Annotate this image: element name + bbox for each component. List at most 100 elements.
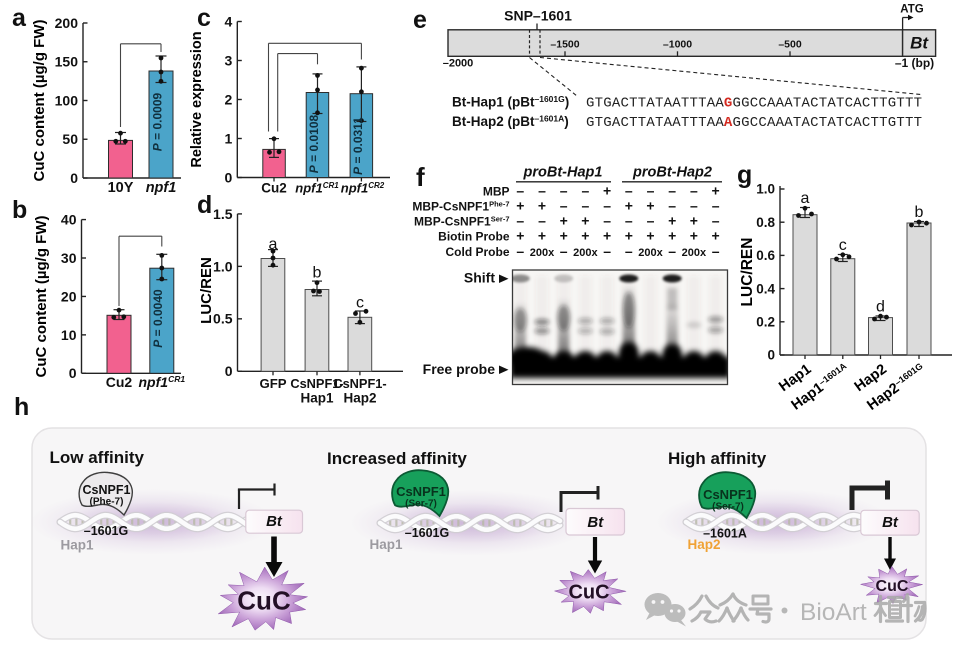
svg-text:–: – bbox=[625, 243, 633, 259]
svg-text:P = 0.0040: P = 0.0040 bbox=[151, 289, 165, 348]
svg-text:CuC content (µg/g FW): CuC content (µg/g FW) bbox=[31, 20, 48, 182]
svg-text:0.5: 0.5 bbox=[213, 311, 233, 327]
svg-text:npf1CR1: npf1CR1 bbox=[139, 374, 186, 390]
svg-text:+: + bbox=[581, 228, 589, 244]
svg-text:+: + bbox=[712, 228, 720, 244]
svg-text:Hap2: Hap2 bbox=[687, 537, 720, 552]
svg-text:150: 150 bbox=[55, 54, 79, 70]
svg-text:–: – bbox=[668, 183, 676, 199]
svg-text:30: 30 bbox=[61, 250, 77, 266]
svg-text:Bt-Hap1 (pBt–1601G): Bt-Hap1 (pBt–1601G) bbox=[452, 94, 569, 110]
svg-text:Low affinity: Low affinity bbox=[50, 448, 145, 467]
svg-text:–: – bbox=[712, 243, 720, 259]
svg-text:–: – bbox=[560, 198, 568, 214]
svg-text:CuC: CuC bbox=[237, 586, 291, 616]
svg-text:g: g bbox=[737, 161, 752, 189]
svg-text:–1500: –1500 bbox=[550, 39, 579, 51]
svg-text:GFP: GFP bbox=[259, 376, 286, 391]
svg-text:1.5: 1.5 bbox=[213, 206, 233, 222]
svg-text:Bt: Bt bbox=[910, 34, 929, 53]
svg-text:SNP–1601: SNP–1601 bbox=[504, 8, 572, 24]
svg-text:0.2: 0.2 bbox=[756, 315, 775, 330]
svg-text:Biotin Probe: Biotin Probe bbox=[438, 230, 510, 244]
svg-text:Free probe: Free probe bbox=[423, 361, 496, 377]
svg-text:0: 0 bbox=[70, 170, 78, 186]
svg-text:10Y: 10Y bbox=[108, 180, 134, 196]
svg-text:h: h bbox=[14, 393, 29, 421]
svg-text:–: – bbox=[603, 243, 611, 259]
svg-text:proBt-Hap1: proBt-Hap1 bbox=[523, 165, 603, 181]
svg-text:Bt: Bt bbox=[587, 514, 604, 531]
svg-text:+: + bbox=[690, 213, 698, 229]
svg-text:2: 2 bbox=[225, 91, 233, 107]
svg-text:Hap1: Hap1 bbox=[60, 538, 94, 553]
svg-text:+: + bbox=[712, 183, 720, 199]
svg-text:+: + bbox=[646, 198, 654, 214]
svg-text:100: 100 bbox=[55, 92, 79, 108]
svg-text:–: – bbox=[516, 183, 524, 199]
svg-text:Bt: Bt bbox=[882, 514, 899, 531]
svg-text:+: + bbox=[668, 228, 676, 244]
svg-text:a: a bbox=[269, 236, 278, 253]
svg-text:0: 0 bbox=[225, 169, 233, 185]
svg-text:BioArt: BioArt bbox=[800, 599, 867, 626]
svg-text:–: – bbox=[647, 183, 655, 199]
svg-text:CuC: CuC bbox=[568, 582, 609, 604]
svg-text:(Ser-7): (Ser-7) bbox=[405, 499, 437, 510]
svg-text:CsNPF1: CsNPF1 bbox=[396, 484, 446, 499]
svg-text:+: + bbox=[516, 198, 524, 214]
svg-text:10: 10 bbox=[61, 327, 77, 343]
svg-text:+: + bbox=[581, 213, 589, 229]
svg-text:200: 200 bbox=[55, 15, 79, 31]
svg-text:MBP: MBP bbox=[483, 185, 510, 199]
svg-text:200x: 200x bbox=[682, 247, 707, 259]
svg-text:+: + bbox=[646, 228, 654, 244]
svg-text:c: c bbox=[356, 295, 364, 312]
svg-text:–: – bbox=[647, 213, 655, 229]
svg-text:+: + bbox=[625, 198, 633, 214]
svg-text:–: – bbox=[712, 198, 720, 214]
svg-text:P = 0.0311: P = 0.0311 bbox=[351, 117, 365, 175]
svg-text:1.0: 1.0 bbox=[213, 258, 233, 274]
svg-text:–: – bbox=[625, 183, 633, 199]
svg-text:CsNPF1-: CsNPF1- bbox=[333, 376, 386, 391]
svg-text:–2000: –2000 bbox=[443, 58, 474, 70]
svg-text:3: 3 bbox=[225, 52, 233, 68]
svg-text:LUC/REN: LUC/REN bbox=[739, 238, 756, 307]
svg-text:npf1CR2: npf1CR2 bbox=[341, 181, 385, 196]
svg-text:0: 0 bbox=[767, 348, 775, 363]
svg-text:–1601G: –1601G bbox=[405, 526, 449, 540]
svg-text:Hap1: Hap1 bbox=[369, 537, 403, 552]
svg-text:Increased affinity: Increased affinity bbox=[327, 449, 467, 468]
svg-text:–: – bbox=[690, 183, 698, 199]
svg-text:(Ser-7): (Ser-7) bbox=[712, 502, 744, 513]
svg-text:–: – bbox=[582, 183, 590, 199]
svg-text:CsNPF1: CsNPF1 bbox=[703, 487, 753, 502]
svg-text:a: a bbox=[12, 4, 27, 32]
svg-text:+: + bbox=[603, 183, 611, 199]
svg-text:+: + bbox=[625, 228, 633, 244]
svg-text:0: 0 bbox=[69, 365, 77, 381]
svg-text:CuC: CuC bbox=[876, 578, 909, 595]
svg-text:ATG: ATG bbox=[900, 4, 923, 16]
svg-text:1.0: 1.0 bbox=[756, 182, 775, 197]
svg-text:npf1CR1: npf1CR1 bbox=[295, 181, 339, 196]
svg-text:MBP-CsNPF1Phe-7: MBP-CsNPF1Phe-7 bbox=[412, 200, 509, 214]
svg-text:–: – bbox=[603, 213, 611, 229]
svg-text:b: b bbox=[313, 265, 322, 282]
svg-text:–: – bbox=[516, 213, 524, 229]
svg-text:Hap2: Hap2 bbox=[343, 391, 376, 406]
svg-text:–: – bbox=[603, 198, 611, 214]
svg-text:Relative expression: Relative expression bbox=[189, 31, 205, 167]
svg-text:–: – bbox=[668, 243, 676, 259]
svg-text:+: + bbox=[603, 228, 611, 244]
svg-text:+: + bbox=[690, 228, 698, 244]
svg-text:Bt-Hap2 (pBt–1601A): Bt-Hap2 (pBt–1601A) bbox=[452, 114, 569, 130]
svg-text:+: + bbox=[560, 228, 568, 244]
svg-text:–: – bbox=[625, 213, 633, 229]
svg-text:–1 (bp): –1 (bp) bbox=[895, 56, 934, 70]
svg-text:LUC/REN: LUC/REN bbox=[198, 257, 215, 324]
svg-text:20: 20 bbox=[61, 288, 77, 304]
svg-text:–: – bbox=[690, 198, 698, 214]
svg-text:–: – bbox=[538, 183, 546, 199]
